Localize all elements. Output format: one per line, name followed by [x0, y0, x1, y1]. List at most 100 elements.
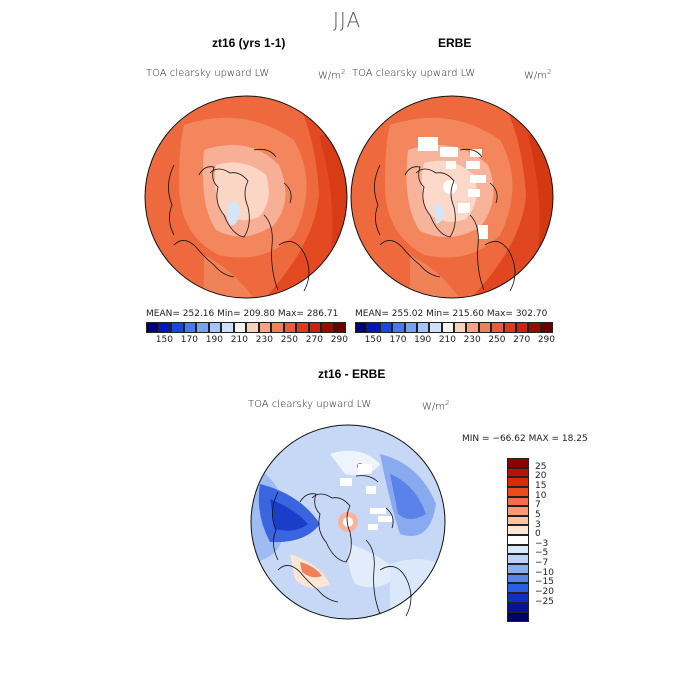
colorbar-swatch [333, 322, 346, 333]
colorbar-tick-label: 170 [180, 335, 198, 345]
colorbar-tick-label: 290 [330, 335, 348, 345]
colorbar-swatch [507, 592, 529, 603]
colorbar-swatch [283, 322, 296, 333]
panel-title-model: zt16 (yrs 1-1) [212, 36, 286, 50]
colorbar-swatch [183, 322, 196, 333]
colorbar-swatch [507, 458, 529, 468]
panel-units-erbe: W/m2 [524, 68, 552, 82]
colorbar-swatch [507, 515, 529, 526]
colorbar-tick-label: −7 [535, 558, 549, 569]
colorbar-tick-label: 15 [535, 480, 547, 491]
colorbar-swatch [507, 486, 529, 497]
colorbar-swatch [367, 322, 380, 333]
colorbar-tick-label: −20 [535, 587, 554, 598]
colorbar-swatch [208, 322, 221, 333]
colorbar-swatch [296, 322, 309, 333]
stats-model: MEAN= 252.16 Min= 209.80 Max= 286.71 [146, 309, 339, 319]
colorbar-swatch [491, 322, 504, 333]
colorbar-swatch [321, 322, 334, 333]
colorbar-swatch [308, 322, 321, 333]
colorbar-swatch [233, 322, 246, 333]
colorbar-erbe [355, 322, 553, 333]
colorbar-tick-label: 270 [305, 335, 323, 345]
colorbar-tick-label: −10 [535, 567, 554, 578]
colorbar-swatch [507, 612, 529, 622]
colorbar-swatch [528, 322, 541, 333]
panel-title-erbe: ERBE [438, 36, 472, 50]
colorbar-tick-label: 290 [537, 335, 555, 345]
colorbar-tick-label: 230 [255, 335, 273, 345]
colorbar-swatch [503, 322, 516, 333]
colorbar-swatch [507, 544, 529, 555]
colorbar-tick-label: 10 [535, 490, 547, 501]
colorbar-swatch [271, 322, 284, 333]
colorbar-tick-label: 230 [463, 335, 481, 345]
colorbar-tick-label: 250 [488, 335, 506, 345]
colorbar-swatch [454, 322, 467, 333]
stats-diff: MIN = −66.62 MAX = 18.25 [462, 434, 588, 444]
polar-map-erbe [350, 95, 554, 299]
colorbar-tick-label: 250 [280, 335, 298, 345]
colorbar-swatch [171, 322, 184, 333]
colorbar-swatch [507, 564, 529, 574]
colorbar-tick-label: 270 [513, 335, 531, 345]
colorbar-tick-label: 190 [414, 335, 432, 345]
colorbar-tick-label: 20 [535, 471, 547, 482]
colorbar-tick-label: −3 [535, 538, 549, 549]
stats-erbe: MEAN= 255.02 Min= 215.60 Max= 302.70 [355, 309, 548, 319]
panel-units-model: W/m2 [318, 68, 346, 82]
colorbar-swatch [507, 496, 529, 507]
colorbar-tick-label: −5 [535, 548, 549, 559]
colorbar-tick-label: 210 [230, 335, 248, 345]
panel-variable-model: TOA clearsky upward LW [146, 68, 270, 79]
colorbar-swatch [507, 535, 529, 545]
colorbar-swatch [507, 477, 529, 487]
colorbar-tick-label: 150 [155, 335, 173, 345]
colorbar-swatch [146, 322, 159, 333]
colorbar-tick-label: 210 [438, 335, 456, 345]
colorbar-swatch [221, 322, 234, 333]
colorbar-tick-label: 3 [535, 519, 541, 530]
colorbar-swatch [507, 467, 529, 478]
panel-title-diff: zt16 - ERBE [318, 367, 386, 381]
colorbar-swatch [404, 322, 417, 333]
colorbar-tick-label: 25 [535, 461, 547, 472]
colorbar-tick-label: 0 [535, 529, 541, 540]
colorbar-swatch [246, 322, 259, 333]
colorbar-swatch [429, 322, 442, 333]
polar-map-difference [250, 424, 446, 620]
colorbar-swatch [158, 322, 171, 333]
colorbar-swatch [507, 602, 529, 613]
colorbar-swatch [441, 322, 454, 333]
colorbar-swatch [540, 322, 553, 333]
colorbar-swatch [379, 322, 393, 333]
colorbar-swatch [392, 322, 405, 333]
colorbar-swatch [507, 506, 529, 516]
panel-variable-diff: TOA clearsky upward LW [248, 399, 372, 410]
panel-variable-erbe: TOA clearsky upward LW [352, 68, 476, 79]
colorbar-swatch [507, 554, 529, 565]
colorbar-tick-label: 190 [205, 335, 223, 345]
panel-units-diff: W/m2 [422, 399, 450, 413]
colorbar-swatch [416, 322, 430, 333]
colorbar-tick-label: 150 [364, 335, 382, 345]
colorbar-swatch [355, 322, 368, 333]
colorbar-swatch [466, 322, 479, 333]
colorbar-tick-label: −25 [535, 596, 554, 607]
colorbar-tick-label: 170 [389, 335, 407, 345]
colorbar-swatch [258, 322, 271, 333]
colorbar-swatch [478, 322, 492, 333]
figure-title: JJA [333, 8, 362, 32]
colorbar-tick-label: 5 [535, 509, 541, 520]
colorbar-tick-label: −15 [535, 577, 554, 588]
colorbar-swatch [507, 525, 529, 536]
colorbar-tick-label: 7 [535, 500, 541, 511]
colorbar-swatch [515, 322, 529, 333]
colorbar-difference [507, 458, 529, 622]
colorbar-swatch [196, 322, 209, 333]
colorbar-swatch [507, 573, 529, 584]
colorbar-swatch [507, 583, 529, 593]
polar-map-model [144, 95, 348, 299]
colorbar-model [146, 322, 346, 333]
